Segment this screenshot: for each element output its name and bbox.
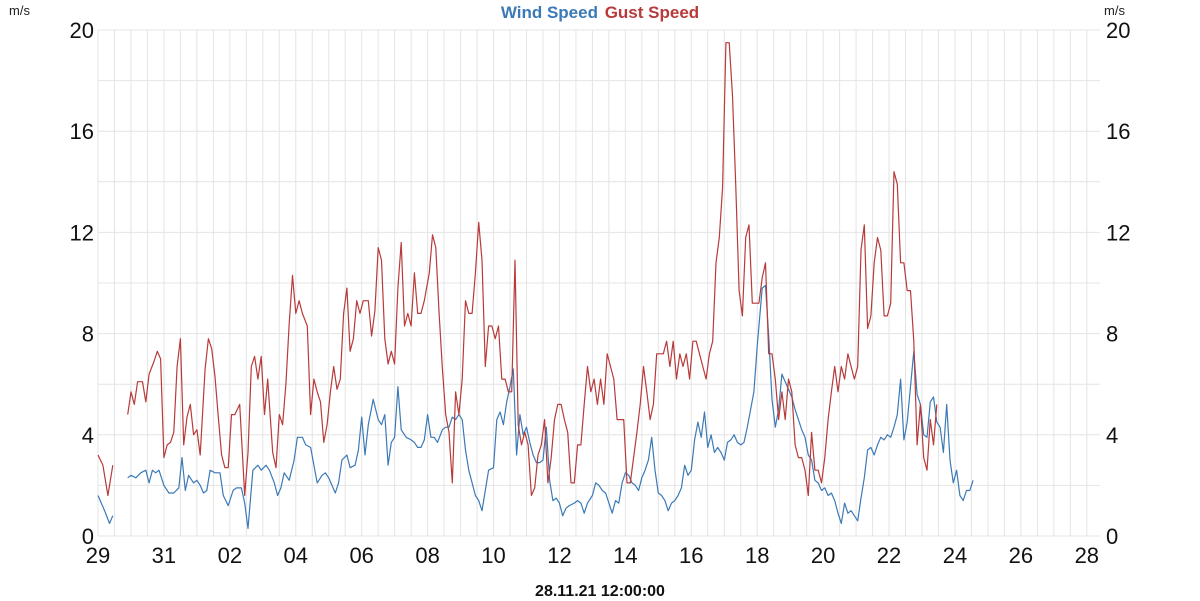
grid-lines bbox=[97, 29, 1100, 537]
x-tick-label: 02 bbox=[218, 543, 242, 568]
x-tick-label: 20 bbox=[811, 543, 835, 568]
x-tick-label: 22 bbox=[877, 543, 901, 568]
legend-wind-speed: Wind Speed bbox=[500, 3, 598, 22]
y-tick-label-left: 20 bbox=[70, 18, 94, 43]
y-tick-label-left: 16 bbox=[70, 119, 94, 144]
x-axis: 29 31 02 04 06 08 10 12 14 16 18 20 22 24 26 28 bbox=[86, 543, 1099, 568]
x-tick-label: 14 bbox=[613, 543, 637, 568]
x-tick-label: 18 bbox=[745, 543, 769, 568]
x-tick-label: 31 bbox=[152, 543, 176, 568]
x-tick-label: 24 bbox=[943, 543, 967, 568]
y-axis-left: 0 4 8 12 16 20 bbox=[70, 18, 94, 549]
y-tick-label-left: 12 bbox=[70, 220, 94, 245]
y-tick-label-right: 20 bbox=[1106, 18, 1130, 43]
x-tick-label: 12 bbox=[547, 543, 571, 568]
legend-gust-speed: Gust Speed bbox=[604, 3, 700, 22]
x-tick-label: 26 bbox=[1009, 543, 1033, 568]
y-tick-label-right: 0 bbox=[1106, 524, 1118, 549]
x-tick-label: 28 bbox=[1075, 543, 1099, 568]
y-tick-label-left: 0 bbox=[82, 524, 94, 549]
x-tick-label: 16 bbox=[679, 543, 703, 568]
x-tick-label: 29 bbox=[86, 543, 110, 568]
y-tick-label-right: 4 bbox=[1106, 423, 1118, 448]
series-layer bbox=[97, 42, 974, 529]
y-tick-label-left: 4 bbox=[82, 423, 94, 448]
x-tick-label: 10 bbox=[481, 543, 505, 568]
x-tick-label: 08 bbox=[415, 543, 439, 568]
timestamp-label: 28.11.21 12:00:00 bbox=[535, 583, 665, 600]
series-line-gust-speed bbox=[97, 42, 938, 497]
y-tick-label-left: 8 bbox=[82, 322, 94, 347]
y-unit-right: m/s bbox=[1104, 3, 1125, 18]
x-tick-label: 04 bbox=[284, 543, 308, 568]
y-tick-label-right: 8 bbox=[1106, 322, 1118, 347]
y-unit-left: m/s bbox=[9, 3, 30, 18]
y-tick-label-right: 16 bbox=[1106, 119, 1130, 144]
chart-legend: Wind Speed Gust Speed bbox=[0, 3, 1200, 23]
y-tick-label-right: 12 bbox=[1106, 220, 1130, 245]
series-line-wind-speed bbox=[97, 284, 974, 529]
x-tick-label: 06 bbox=[349, 543, 373, 568]
y-axis-right: 0 4 8 12 16 20 bbox=[1106, 18, 1130, 549]
